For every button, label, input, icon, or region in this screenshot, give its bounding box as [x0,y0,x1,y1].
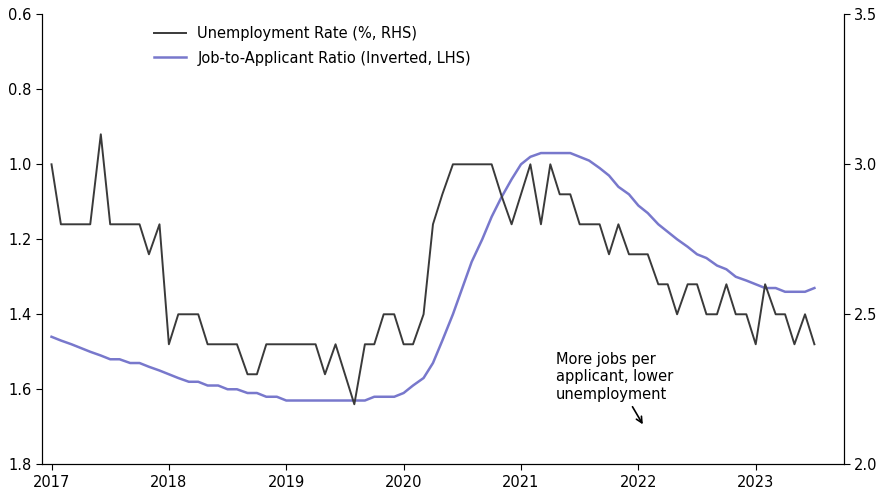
Text: More jobs per
applicant, lower
unemployment: More jobs per applicant, lower unemploym… [556,352,673,423]
Legend: Unemployment Rate (%, RHS), Job-to-Applicant Ratio (Inverted, LHS): Unemployment Rate (%, RHS), Job-to-Appli… [153,26,471,66]
